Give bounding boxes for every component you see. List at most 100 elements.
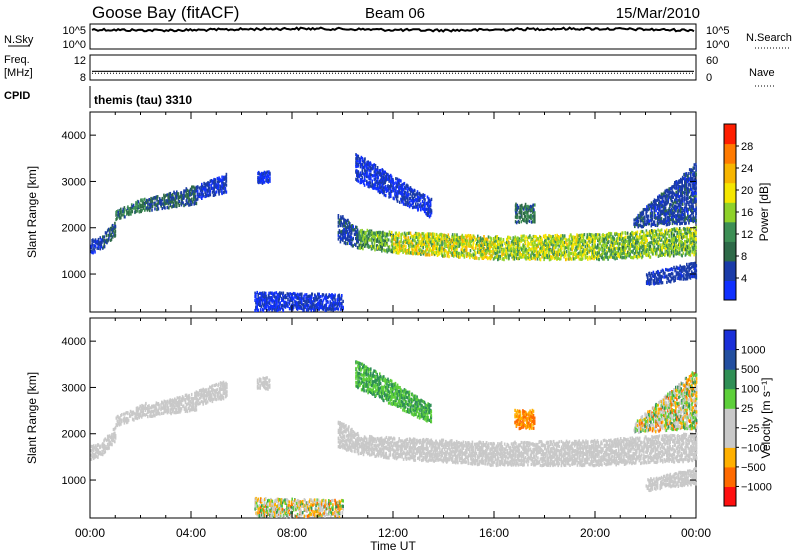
scatter-cell xyxy=(356,173,358,178)
scatter-cell xyxy=(263,293,266,297)
scatter-cell xyxy=(667,215,670,219)
scatter-cell xyxy=(672,228,674,232)
scatter-cell xyxy=(633,251,636,256)
scatter-cell xyxy=(670,237,673,242)
scatter-cell xyxy=(683,235,685,239)
scatter-cell xyxy=(356,162,358,166)
scatter-cell xyxy=(358,233,361,237)
scatter-cell xyxy=(695,208,697,212)
scatter-cell xyxy=(467,233,470,238)
scatter-cell xyxy=(395,188,397,193)
scatter-cell xyxy=(607,257,609,261)
scatter-cell xyxy=(566,242,568,246)
scatter-cell xyxy=(411,248,414,252)
scatter-cell xyxy=(661,248,663,252)
scatter-cell xyxy=(417,196,420,200)
scatter-cell xyxy=(618,233,620,237)
scatter-cell xyxy=(638,242,640,246)
scatter-cell xyxy=(445,249,447,253)
scatter-cell xyxy=(523,254,525,258)
scatter-cell xyxy=(173,203,175,207)
scatter-cell xyxy=(616,238,618,243)
scatter-cell xyxy=(689,241,692,245)
scatter-cell xyxy=(653,245,656,249)
scatter-cell xyxy=(641,248,644,252)
scatter-cell xyxy=(685,269,687,273)
scatter-cell xyxy=(584,256,587,260)
scatter-cell xyxy=(533,255,536,260)
scatter-cell xyxy=(602,256,605,260)
scatter-cell xyxy=(366,240,369,244)
scatter-cell xyxy=(448,235,450,240)
scatter-cell xyxy=(662,194,665,198)
scatter-cell xyxy=(269,179,271,183)
scatter-cell xyxy=(433,238,436,242)
scatter-cell xyxy=(596,257,598,261)
scatter-cell xyxy=(508,248,510,252)
scatter-cell xyxy=(139,202,141,206)
scatter-cell xyxy=(685,221,687,225)
scatter-cell xyxy=(402,182,405,186)
scatter-cell xyxy=(420,193,422,197)
scatter-cell xyxy=(673,265,675,269)
scatter-cell xyxy=(683,208,685,213)
scatter-cell xyxy=(670,245,673,249)
scatter-cell xyxy=(639,245,642,249)
scatter-cell xyxy=(531,237,534,241)
scatter-cell xyxy=(414,199,416,203)
scatter-cell xyxy=(619,242,621,246)
scatter-cell xyxy=(374,167,376,171)
scatter-cell xyxy=(405,191,407,195)
scatter-cell xyxy=(393,247,396,251)
scatter-cell xyxy=(258,291,261,295)
scatter-cell xyxy=(540,236,543,240)
scatter-cell xyxy=(156,198,158,202)
scatter-cell xyxy=(687,271,689,275)
scatter-cell xyxy=(274,303,277,307)
scatter-cell xyxy=(678,181,681,185)
scatter-cell xyxy=(681,266,683,270)
scatter-cell xyxy=(369,244,372,249)
scatter-cell xyxy=(668,273,671,277)
scatter-cell xyxy=(614,253,616,257)
scatter-cell xyxy=(388,174,391,179)
scatter-cell xyxy=(365,230,367,235)
scatter-cell xyxy=(360,230,362,234)
scatter-cell xyxy=(166,206,169,210)
scatter-cell xyxy=(350,241,353,245)
scatter-cell xyxy=(632,256,635,260)
scatter-cell xyxy=(420,202,422,206)
scatter-cell xyxy=(260,292,263,296)
scatter-cell xyxy=(395,185,398,189)
scatter-cell xyxy=(347,218,349,222)
scatter-cell xyxy=(266,170,268,174)
scatter-cell xyxy=(654,213,657,218)
scatter-cell xyxy=(675,209,677,213)
scatter-cell xyxy=(349,222,351,226)
scatter-cell xyxy=(550,239,552,243)
scatter-cell xyxy=(586,241,589,245)
scatter-cell xyxy=(685,172,688,176)
scatter-cell xyxy=(572,257,575,261)
scatter-cell xyxy=(470,239,472,243)
scatter-cell xyxy=(663,212,665,217)
scatter-cell xyxy=(400,234,403,238)
scatter-cell xyxy=(455,245,458,249)
scatter-cell xyxy=(424,204,426,208)
scatter-cell xyxy=(653,238,656,242)
scatter-cell xyxy=(224,188,227,192)
scatter-cell xyxy=(150,196,152,201)
scatter-cell xyxy=(681,274,683,278)
scatter-cell xyxy=(378,232,381,236)
scatter-cell xyxy=(645,233,648,237)
scatter-cell xyxy=(436,244,439,248)
scatter-cell xyxy=(481,256,484,260)
scatter-cell xyxy=(403,249,406,253)
scatter-cell xyxy=(652,270,655,274)
scatter-cell xyxy=(509,236,512,240)
scatter-cell xyxy=(398,251,400,255)
scatter-cell xyxy=(663,208,665,212)
scatter-cell xyxy=(545,251,548,256)
scatter-cell xyxy=(557,256,559,260)
scatter-cell xyxy=(377,171,379,175)
